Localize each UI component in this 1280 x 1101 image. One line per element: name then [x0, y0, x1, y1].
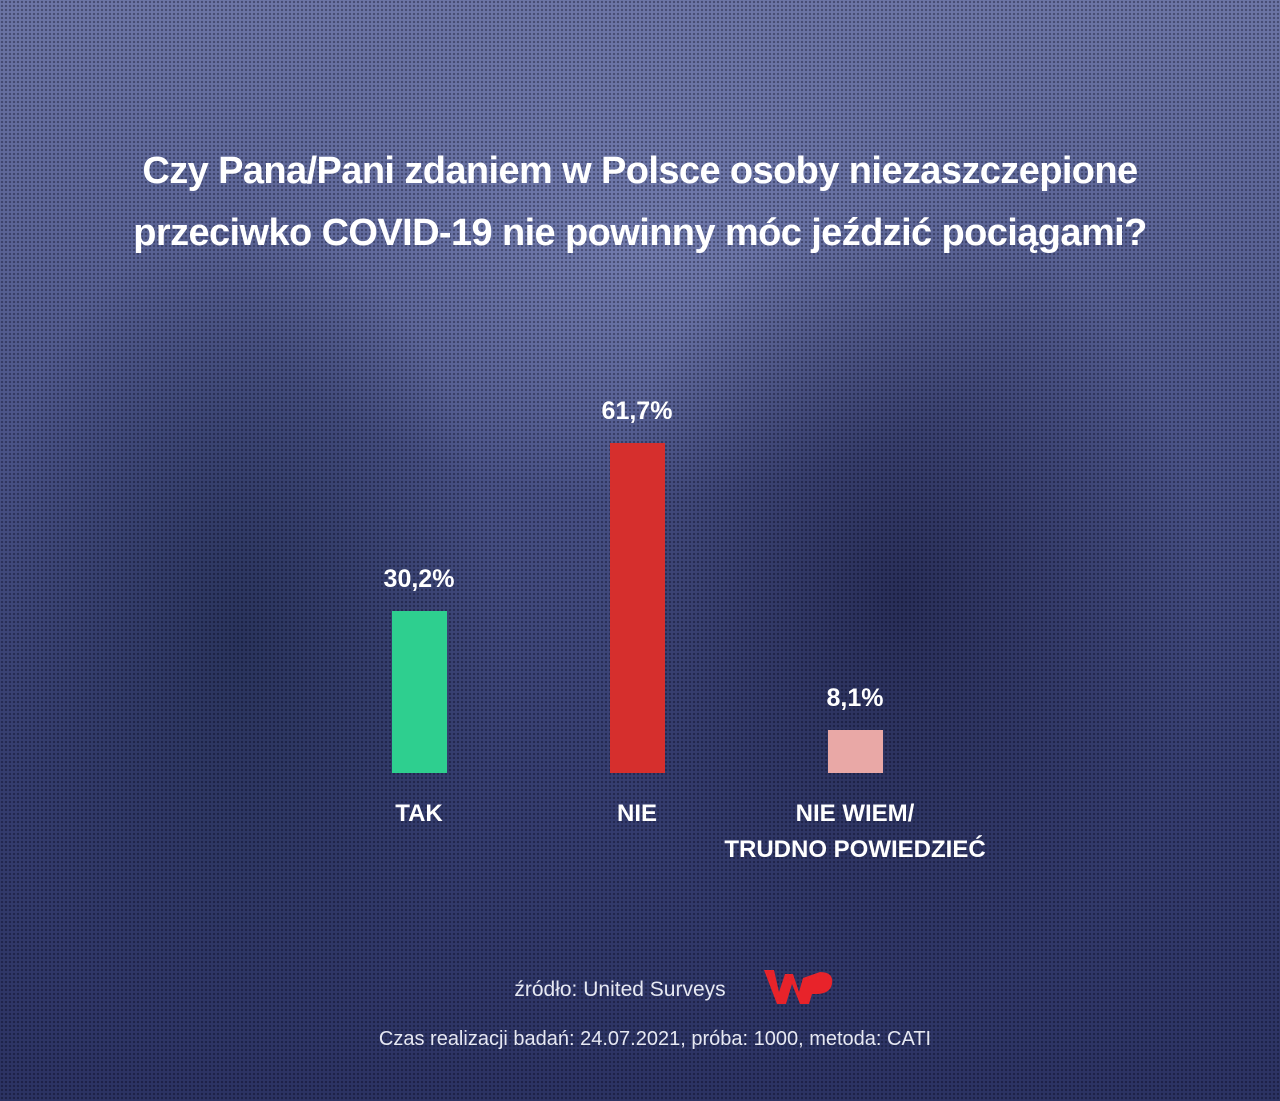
category-label: NIE [616, 800, 657, 827]
value-label: 30,2% [383, 565, 455, 594]
value-label: 61,7% [601, 396, 673, 425]
chart-title: Czy Pana/Pani zdaniem w Polsce osoby nie… [133, 150, 1147, 254]
category-label: TAK [395, 800, 443, 827]
value-label: 8,1% [826, 683, 884, 712]
logo [764, 970, 833, 1004]
category-label: NIE WIEM/ TRUDNO POWIEDZIEĆ [724, 800, 986, 863]
bar [609, 442, 665, 773]
bar [391, 611, 447, 773]
methodology-note: Czas realizacji badań: 24.07.2021, próba… [378, 1028, 932, 1050]
bar [827, 729, 883, 773]
source: źródło: United Surveys [514, 978, 726, 1001]
